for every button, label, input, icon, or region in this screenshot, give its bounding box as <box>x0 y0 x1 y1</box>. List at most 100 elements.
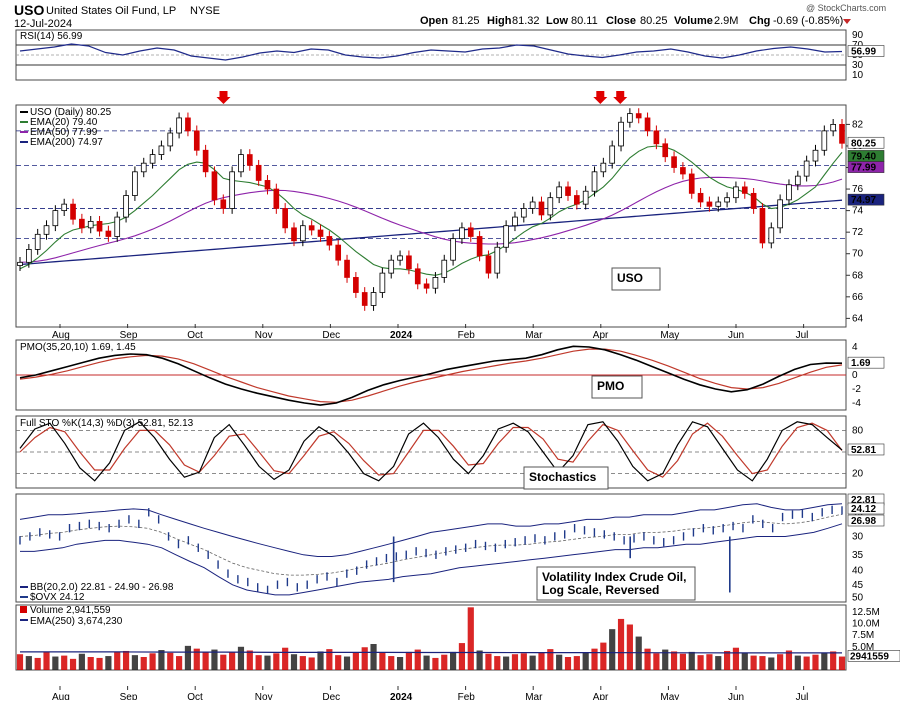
volume-bar <box>370 644 377 670</box>
volume-bar <box>547 649 554 670</box>
volume-bar <box>573 656 580 670</box>
ovx-legend-bb: BB(20,2.0) 22.81 - 24.90 - 26.98 <box>30 582 174 593</box>
price-candle <box>229 171 235 209</box>
ovx-last-label-lower: 26.98 <box>851 516 876 527</box>
price-candle <box>812 149 819 162</box>
volume-bar <box>25 656 32 670</box>
ovx-legend-ovx: $OVX 24.12 <box>30 592 85 603</box>
price-last-label-2: 77.99 <box>851 163 876 174</box>
price-x-axis-label-Apr: Apr <box>593 330 609 341</box>
watermark: @ StockCharts.com <box>806 3 886 13</box>
price-candle <box>574 195 580 205</box>
price-x-axis-label-Mar: Mar <box>525 330 543 341</box>
volume-bar <box>193 648 200 670</box>
price-candle <box>706 201 713 207</box>
volume-bar <box>794 655 801 670</box>
price-candle <box>397 255 403 261</box>
volume-bar <box>467 607 474 670</box>
price-candle <box>379 272 386 293</box>
volume-bar <box>706 654 713 670</box>
price-x-axis-label-Jul: Jul <box>796 330 809 341</box>
top-marker-arrow-icon <box>216 91 231 104</box>
price-candle <box>220 199 227 209</box>
price-candle <box>388 259 395 274</box>
volume-bar <box>432 657 439 670</box>
price-x-axis-label-Jun: Jun <box>728 330 744 341</box>
price-candle <box>733 186 739 199</box>
price-tick-66: 66 <box>852 292 864 303</box>
price-candle <box>335 244 342 261</box>
volume-bar <box>838 656 846 670</box>
volume-bar <box>184 645 192 670</box>
ovx-bb-mid-line <box>19 513 843 576</box>
price-candle <box>741 186 748 194</box>
price-candle <box>618 121 624 147</box>
volume-bar <box>16 654 24 670</box>
price-last-label-1: 79.40 <box>851 151 876 162</box>
rsi-tick-10: 10 <box>852 70 864 81</box>
header-name: United States Oil Fund, LP <box>46 5 176 17</box>
volume-bar <box>273 653 280 670</box>
price-candle <box>821 130 828 151</box>
rsi-tick-30: 30 <box>852 60 864 71</box>
volume-bar <box>732 647 740 670</box>
price-candle <box>565 186 571 196</box>
price-candle <box>211 171 218 201</box>
stoch-k-line <box>19 421 843 482</box>
price-candle <box>830 123 836 132</box>
price-candle <box>105 230 112 237</box>
price-candle <box>538 201 545 216</box>
price-candle <box>582 190 589 205</box>
volume-bar <box>670 651 678 670</box>
price-candle <box>768 227 775 244</box>
ovx-annotation-box <box>536 566 696 601</box>
ovx-bb-lower-line <box>20 523 843 596</box>
price-candle <box>627 113 633 123</box>
ovx-last-label-lower-box <box>847 514 885 527</box>
low-label: Low <box>546 15 568 27</box>
price-tick-68: 68 <box>852 270 864 281</box>
volume-bar <box>644 648 651 670</box>
volume-bar <box>343 656 351 670</box>
volume-bar <box>34 657 41 670</box>
price-candle <box>300 225 306 242</box>
volume-bar <box>556 654 563 670</box>
price-candle <box>34 233 41 250</box>
price-candle <box>273 188 280 209</box>
price-candle <box>467 227 474 237</box>
volume-panel <box>15 604 847 671</box>
volume-bar <box>821 653 828 670</box>
price-candle <box>476 236 483 257</box>
volume-bar <box>423 655 430 670</box>
top-marker-arrow-icon <box>593 91 608 104</box>
stoch-tick-20: 20 <box>852 469 864 480</box>
price-candle <box>750 192 757 209</box>
price-candle <box>680 167 686 175</box>
volume-bar <box>785 650 793 670</box>
price-candle <box>193 130 200 151</box>
volume-x-axis-label-Sep: Sep <box>120 692 138 700</box>
price-candle <box>777 199 783 229</box>
volume-bar <box>715 656 722 670</box>
volume-bar <box>211 649 218 670</box>
volume-bar <box>803 656 810 670</box>
price-candle <box>459 227 465 240</box>
volume-bar <box>220 654 227 670</box>
price-candle <box>308 225 315 231</box>
ovx-tick-40: 40 <box>852 566 864 577</box>
header-exchange: NYSE <box>190 5 220 17</box>
ovx-tick-50: 50 <box>852 592 864 603</box>
ovx-tick-35: 35 <box>852 550 864 561</box>
price-candle <box>52 210 59 227</box>
volume-bar <box>750 655 757 670</box>
volume-x-axis-label-Nov: Nov <box>255 692 273 700</box>
volume-bar <box>591 648 598 670</box>
volume-value: 2.9M <box>714 15 738 27</box>
price-candle <box>759 208 766 244</box>
pmo-tick-4: 4 <box>852 342 858 353</box>
price-candle <box>653 130 660 145</box>
ovx-tick-30: 30 <box>852 531 864 542</box>
volume-bar <box>131 655 138 670</box>
chg-label: Chg <box>749 15 770 27</box>
